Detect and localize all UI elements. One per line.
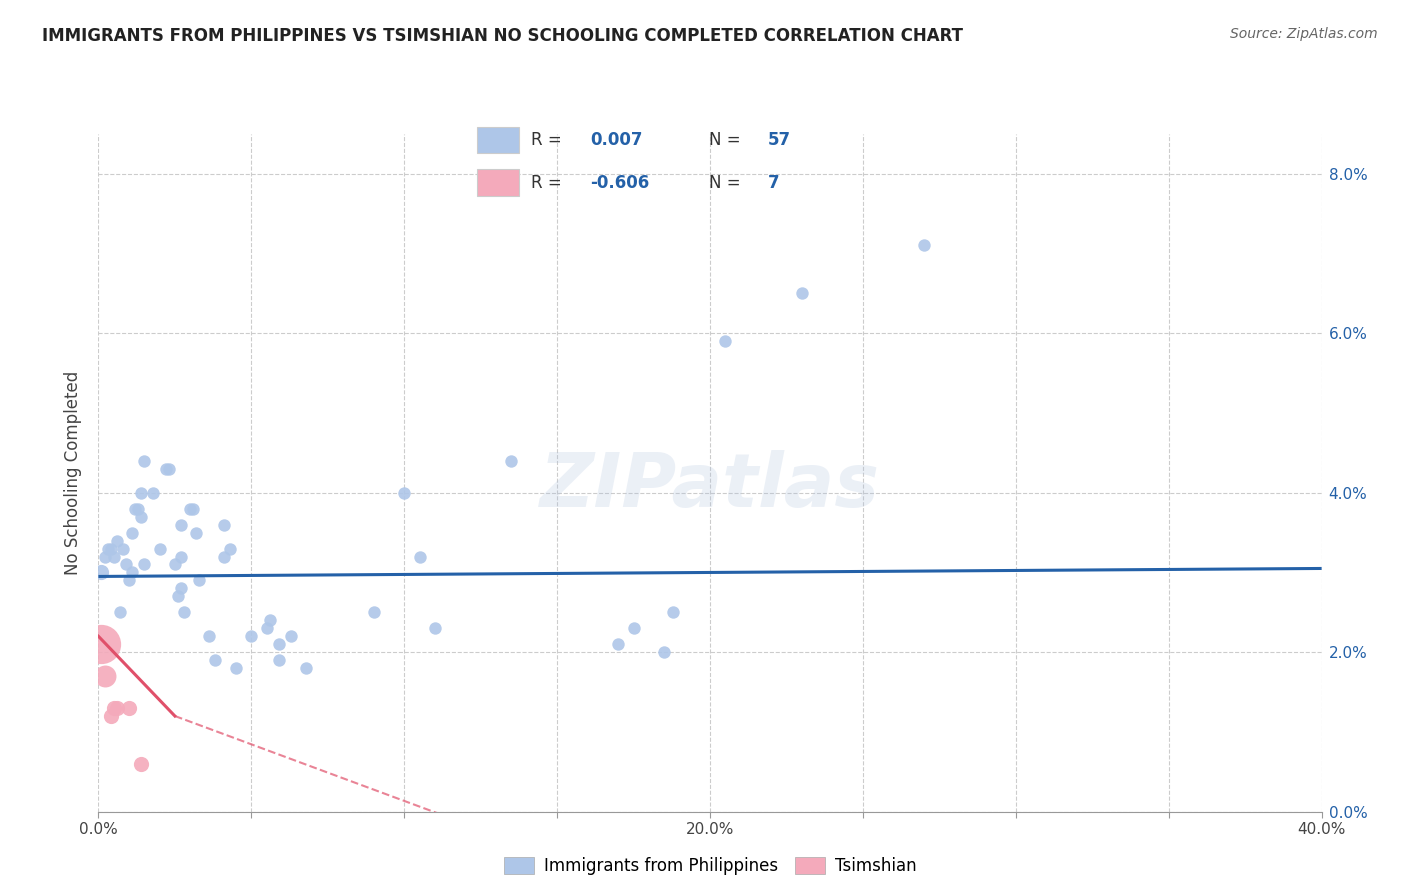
Point [363, 605, 385, 619]
Point [280, 629, 302, 643]
Point [181, 501, 204, 516]
Point [111, 541, 134, 556]
Text: N =: N = [709, 174, 740, 192]
Point [267, 653, 290, 667]
Point [124, 501, 146, 516]
Point [103, 549, 125, 564]
Point [142, 485, 165, 500]
Point [607, 637, 630, 651]
Point [90, 566, 112, 580]
Text: Source: ZipAtlas.com: Source: ZipAtlas.com [1230, 27, 1378, 41]
Text: 0.007: 0.007 [591, 131, 643, 149]
Point [219, 541, 242, 556]
Point [652, 645, 675, 659]
Point [108, 605, 131, 619]
Point [170, 582, 193, 596]
Point [129, 485, 152, 500]
Point [118, 701, 141, 715]
Text: R =: R = [531, 131, 562, 149]
Text: 7: 7 [768, 174, 779, 192]
Text: IMMIGRANTS FROM PHILIPPINES VS TSIMSHIAN NO SCHOOLING COMPLETED CORRELATION CHAR: IMMIGRANTS FROM PHILIPPINES VS TSIMSHIAN… [42, 27, 963, 45]
Point [714, 334, 737, 348]
Point [256, 621, 278, 635]
Point [93, 549, 115, 564]
Point [100, 709, 122, 723]
Point [225, 661, 247, 675]
Point [204, 653, 226, 667]
Point [197, 629, 219, 643]
Text: R =: R = [531, 174, 562, 192]
Point [93, 669, 115, 683]
Point [121, 525, 143, 540]
Point [662, 605, 685, 619]
Point [295, 661, 318, 675]
Point [188, 574, 211, 588]
Point [623, 621, 645, 635]
FancyBboxPatch shape [477, 169, 519, 196]
Text: 57: 57 [768, 131, 790, 149]
Point [170, 517, 193, 532]
Text: N =: N = [709, 131, 740, 149]
Point [157, 462, 180, 476]
Point [501, 454, 523, 468]
Point [90, 637, 112, 651]
Point [134, 558, 156, 572]
Point [118, 574, 141, 588]
Point [105, 701, 128, 715]
Point [423, 621, 446, 635]
Point [127, 501, 149, 516]
FancyBboxPatch shape [477, 127, 519, 153]
Point [267, 637, 290, 651]
Text: ZIPatlas: ZIPatlas [540, 450, 880, 523]
Legend: Immigrants from Philippines, Tsimshian: Immigrants from Philippines, Tsimshian [498, 850, 922, 881]
Point [912, 238, 935, 252]
Point [392, 485, 416, 500]
Point [240, 629, 263, 643]
Point [149, 541, 172, 556]
Point [167, 590, 190, 604]
Point [212, 549, 235, 564]
Point [97, 541, 120, 556]
Point [134, 454, 156, 468]
Point [103, 701, 125, 715]
Point [186, 525, 208, 540]
Point [105, 533, 128, 548]
Point [115, 558, 138, 572]
Point [121, 566, 143, 580]
Point [163, 558, 186, 572]
Point [170, 549, 193, 564]
Point [155, 462, 177, 476]
Point [129, 509, 152, 524]
Point [173, 605, 195, 619]
Point [259, 613, 281, 627]
Y-axis label: No Schooling Completed: No Schooling Completed [65, 371, 83, 574]
Point [212, 517, 235, 532]
Text: -0.606: -0.606 [591, 174, 650, 192]
Point [408, 549, 430, 564]
Point [100, 541, 122, 556]
Point [179, 501, 201, 516]
Point [790, 286, 813, 301]
Point [129, 756, 152, 771]
